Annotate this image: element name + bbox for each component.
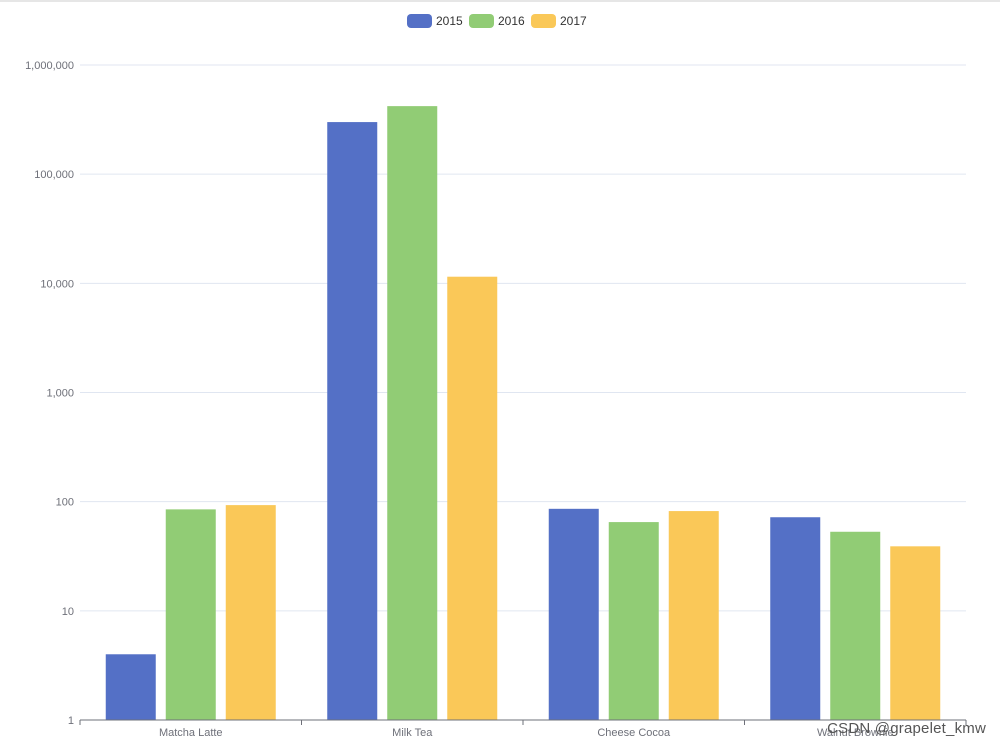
legend-swatch-2016 bbox=[469, 14, 494, 28]
y-tick-label: 10 bbox=[62, 606, 74, 618]
y-tick-label: 100 bbox=[56, 497, 74, 509]
bars bbox=[105, 106, 941, 721]
bar-2017-2 bbox=[668, 511, 719, 720]
y-tick-label: 1,000,000 bbox=[25, 60, 74, 72]
y-tick-label: 100,000 bbox=[34, 169, 74, 181]
y-tick-label: 1 bbox=[68, 715, 74, 727]
top-border bbox=[0, 0, 1000, 2]
y-tick-label: 1,000 bbox=[46, 388, 74, 400]
bar-2015-1 bbox=[327, 122, 378, 720]
bar-2017-1 bbox=[447, 276, 498, 720]
x-axis: Matcha Latte Milk Tea Cheese Cocoa Walnut B… bbox=[79, 719, 967, 739]
bar-2015-3 bbox=[770, 517, 821, 720]
legend-label-2017: 2017 bbox=[560, 14, 587, 28]
bar-2017-3 bbox=[890, 546, 941, 720]
bar-2015-2 bbox=[548, 508, 599, 720]
legend-label-2016: 2016 bbox=[498, 14, 525, 28]
x-category-label: Milk Tea bbox=[392, 727, 433, 739]
bar-2016-1 bbox=[387, 106, 438, 721]
bar-2016-2 bbox=[608, 522, 659, 720]
legend-label-2015: 2015 bbox=[436, 14, 463, 28]
x-category-label: Cheese Cocoa bbox=[597, 727, 671, 739]
bar-2016-3 bbox=[830, 531, 881, 720]
x-category-label: Walnut Brownie bbox=[817, 727, 894, 739]
y-axis: 1 10 100 1,000 10,000 100,000 1,000,000 bbox=[25, 60, 74, 727]
y-tick-label: 10,000 bbox=[40, 278, 74, 290]
legend: 2015 2016 2017 bbox=[407, 14, 587, 28]
bar-2017-0 bbox=[225, 505, 276, 720]
legend-swatch-2017 bbox=[531, 14, 556, 28]
legend-swatch-2015 bbox=[407, 14, 432, 28]
watermark-text: CSDN @grapelet_kmw bbox=[827, 720, 986, 737]
bar-2015-0 bbox=[105, 654, 156, 720]
x-category-label: Matcha Latte bbox=[159, 727, 223, 739]
bar-2016-0 bbox=[165, 509, 216, 720]
